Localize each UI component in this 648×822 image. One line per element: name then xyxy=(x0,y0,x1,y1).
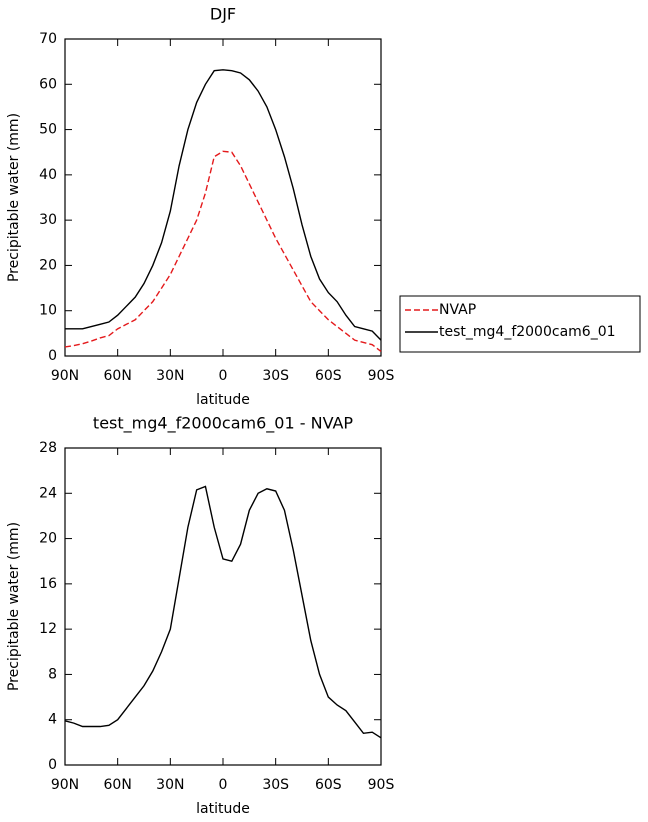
x-tick-label: 60S xyxy=(315,368,342,384)
chart-title: test_mg4_f2000cam6_01 - NVAP xyxy=(93,414,354,434)
y-tick-label: 20 xyxy=(39,531,57,547)
y-tick-label: 0 xyxy=(48,348,57,364)
x-tick-label: 0 xyxy=(219,368,228,384)
data-line xyxy=(64,485,382,739)
x-tick-label: 90N xyxy=(51,777,79,793)
y-tick-label: 60 xyxy=(39,76,57,92)
data-line xyxy=(64,150,382,353)
x-tick-label: 90S xyxy=(368,777,395,793)
y-tick-label: 12 xyxy=(39,621,57,637)
x-tick-label: 90N xyxy=(51,368,79,384)
x-tick-label: 30N xyxy=(156,777,184,793)
plot-frame xyxy=(64,38,382,357)
x-axis-label: latitude xyxy=(196,801,250,817)
legend-frame xyxy=(399,295,641,353)
y-tick-label: 28 xyxy=(39,440,57,456)
y-tick-label: 50 xyxy=(39,122,57,138)
y-axis-label: Precipitable water (mm) xyxy=(6,522,22,691)
y-tick-label: 10 xyxy=(39,303,57,319)
legend: NVAP test_mg4_f2000cam6_01 xyxy=(399,295,641,353)
y-tick-label: 8 xyxy=(48,666,57,682)
y-tick-label: 16 xyxy=(39,576,57,592)
legend-label: test_mg4_f2000cam6_01 xyxy=(439,324,616,340)
y-tick-label: 24 xyxy=(39,485,57,501)
x-tick-label: 30N xyxy=(156,368,184,384)
y-tick-label: 70 xyxy=(39,31,57,47)
legend-label: NVAP xyxy=(439,302,476,318)
y-tick-label: 30 xyxy=(39,212,57,228)
data-line xyxy=(65,69,382,341)
y-tick-label: 4 xyxy=(48,712,57,728)
y-axis-label: Precipitable water (mm) xyxy=(6,113,22,282)
chart-title: DJF xyxy=(210,5,236,24)
x-tick-label: 60N xyxy=(104,368,132,384)
x-tick-label: 0 xyxy=(219,777,228,793)
x-axis-label: latitude xyxy=(196,392,250,408)
y-tick-label: 0 xyxy=(48,757,57,773)
plot-frame xyxy=(64,447,382,766)
y-tick-label: 20 xyxy=(39,257,57,273)
x-tick-label: 30S xyxy=(262,777,289,793)
x-tick-label: 60S xyxy=(315,777,342,793)
x-tick-label: 90S xyxy=(368,368,395,384)
y-tick-label: 40 xyxy=(39,167,57,183)
x-tick-label: 60N xyxy=(104,777,132,793)
x-tick-label: 30S xyxy=(262,368,289,384)
